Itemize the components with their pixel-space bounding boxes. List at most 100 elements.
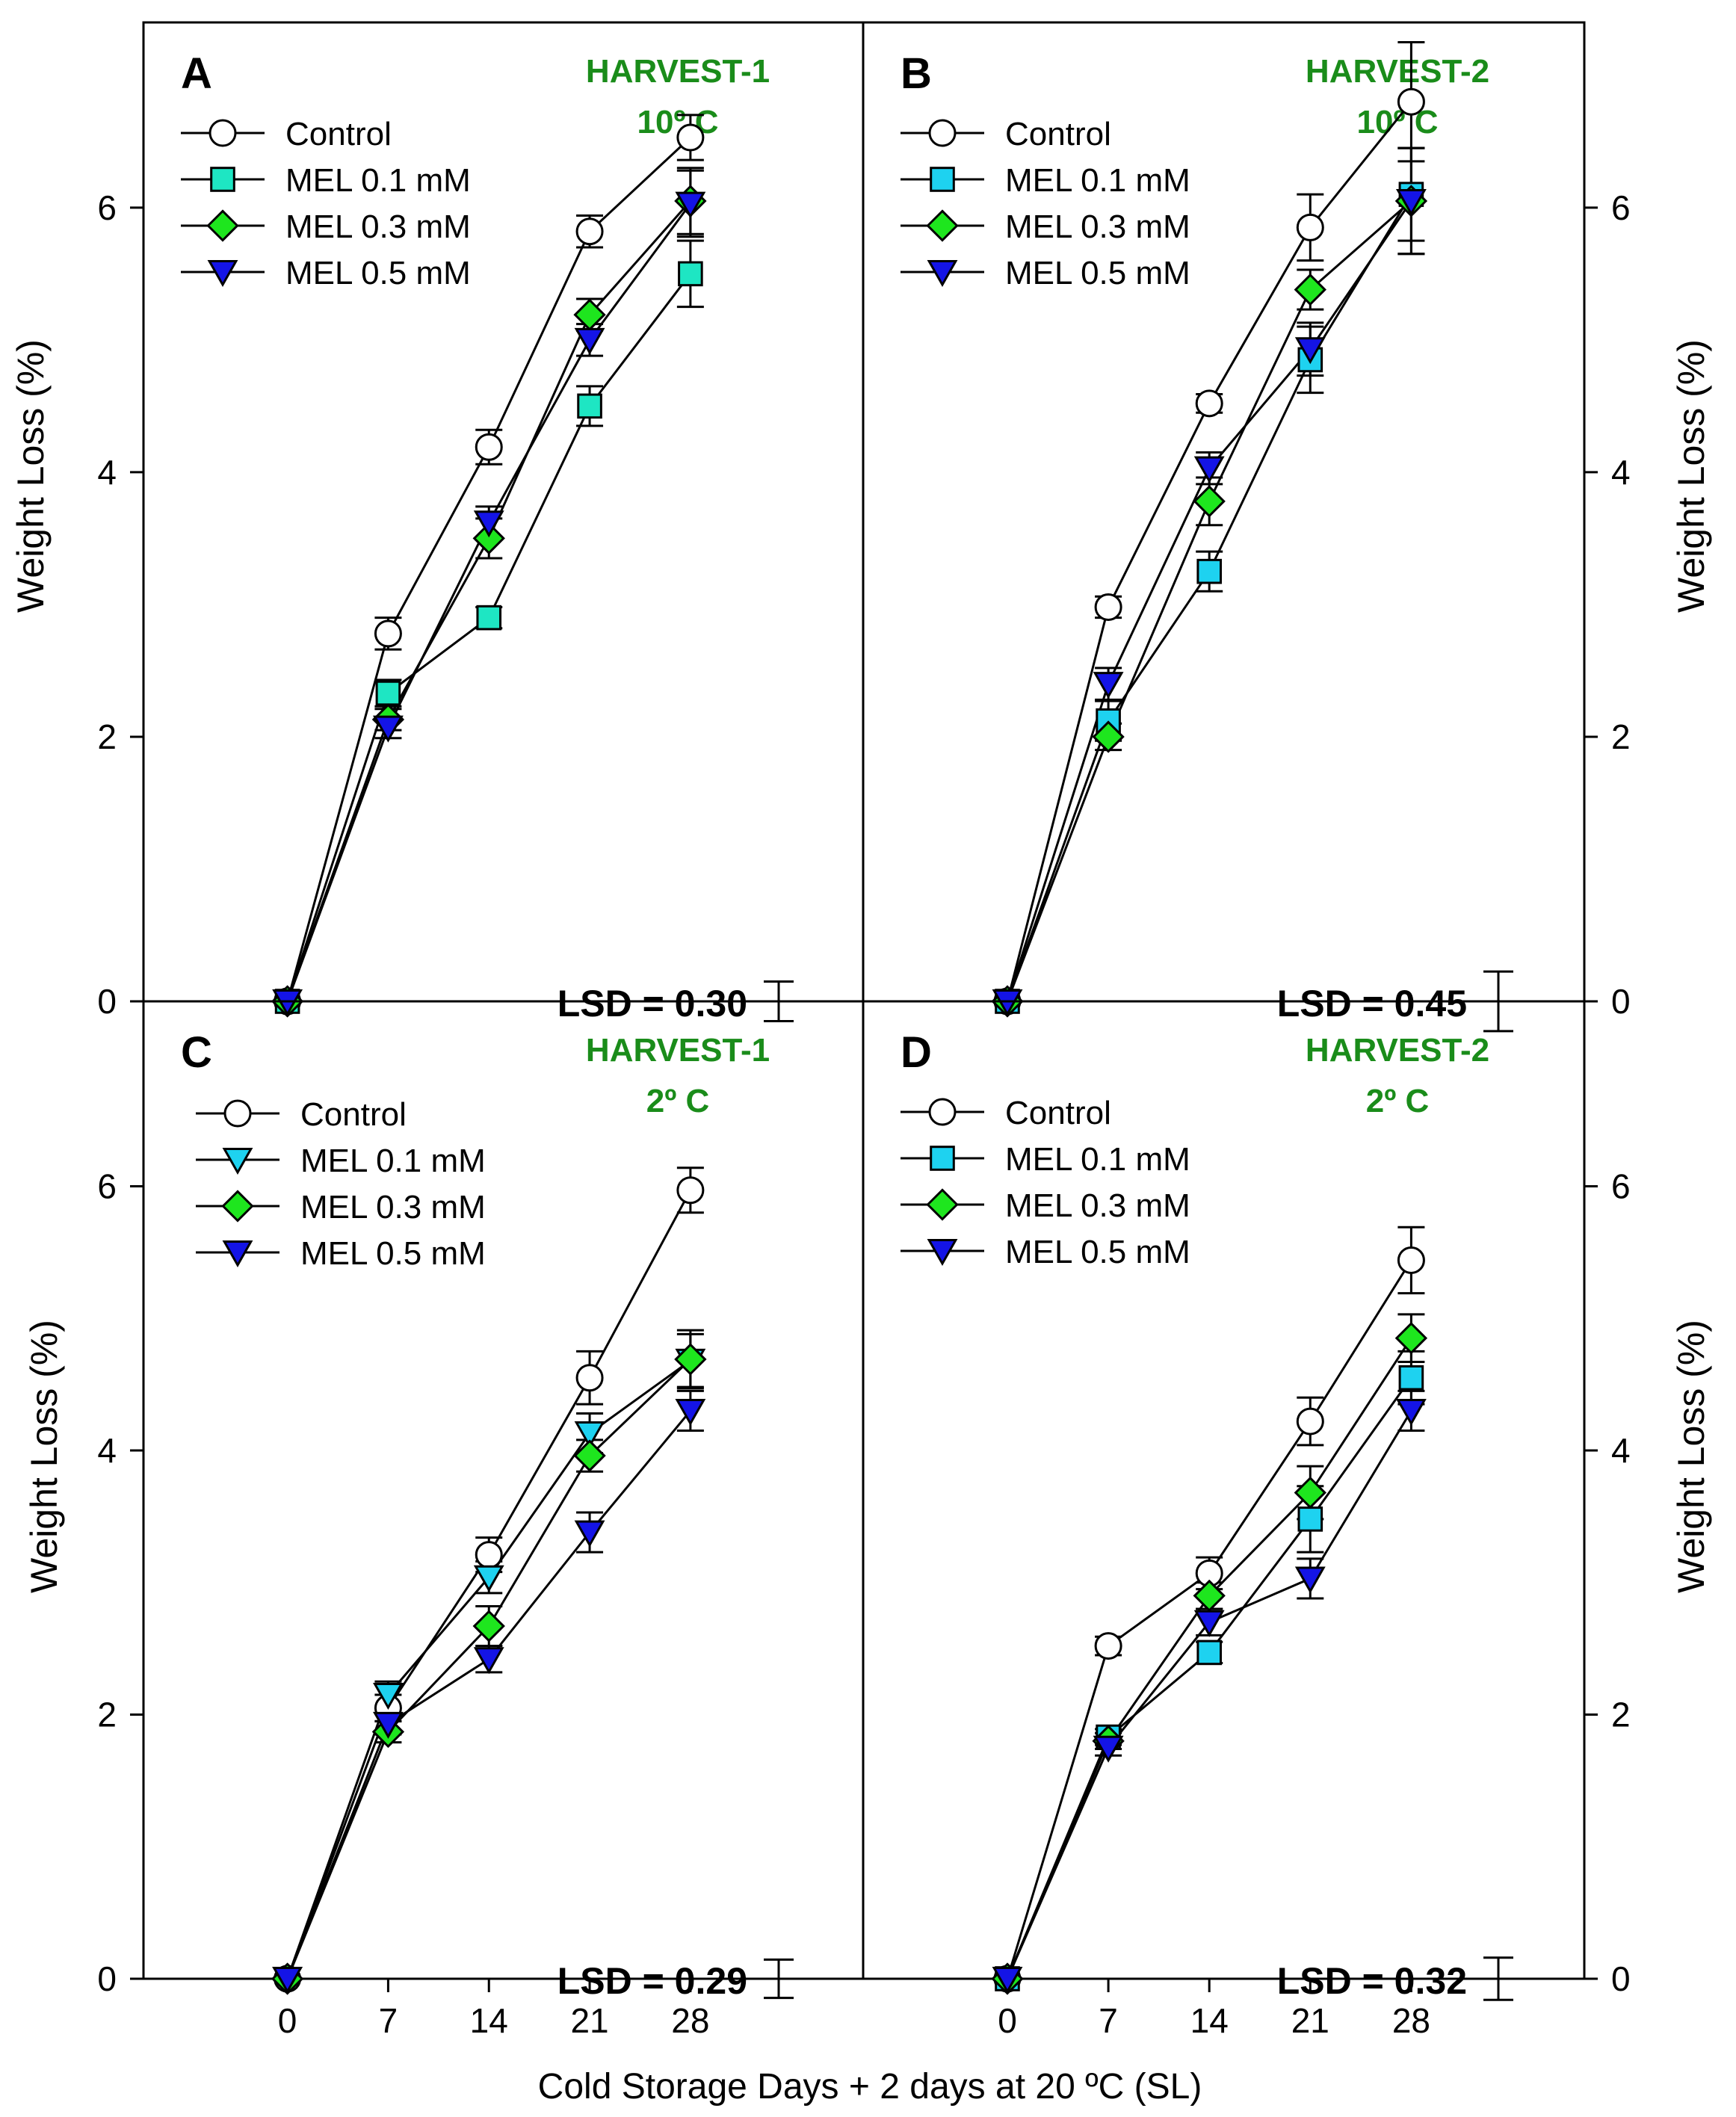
y-tick-label: 6 — [97, 1166, 117, 1205]
legend-marker — [222, 1240, 253, 1268]
legend-label: MEL 0.1 mM — [285, 162, 471, 199]
data-point — [1297, 1506, 1323, 1532]
legend-label: MEL 0.5 mM — [1005, 255, 1190, 291]
data-point — [676, 1176, 705, 1205]
data-point — [1193, 1610, 1225, 1637]
data-point — [1294, 337, 1326, 365]
panel-c-letter: C — [181, 1028, 212, 1077]
data-point — [372, 1711, 404, 1739]
legend-label: MEL 0.5 mM — [1005, 1234, 1190, 1270]
data-point — [1093, 1735, 1124, 1763]
data-point — [1294, 273, 1326, 306]
data-point — [475, 1541, 503, 1569]
y-tick-label: 4 — [97, 1431, 117, 1470]
legend-label: Control — [300, 1096, 407, 1133]
panel-c: 0 2 4 6 0 7 14 21 28 C HARVEST-1 2º C Control MEL 0.1… — [97, 1000, 865, 2040]
data-point — [372, 715, 404, 743]
panel-b-letter: B — [901, 49, 932, 98]
data-point — [473, 1647, 504, 1675]
data-point — [1092, 720, 1125, 753]
data-point — [375, 680, 401, 706]
x-tick-label: 0 — [278, 2001, 297, 2040]
legend-marker — [930, 1146, 955, 1171]
x-tick-label: 28 — [1392, 2001, 1430, 2040]
y-axis-label-right-top: Weight Loss (%) — [1670, 339, 1712, 613]
legend-marker — [926, 1188, 959, 1221]
data-point — [1193, 456, 1225, 483]
data-point — [473, 510, 504, 538]
legend-label: Control — [1005, 1095, 1111, 1131]
y-axis-label-right-bottom: Weight Loss (%) — [1670, 1320, 1712, 1593]
legend-label: MEL 0.1 mM — [1005, 162, 1190, 199]
panel-b-lsd-label: LSD = 0.45 — [1277, 983, 1467, 1024]
data-point — [676, 123, 705, 152]
x-tick-label: 21 — [570, 2001, 608, 2040]
data-point — [374, 619, 402, 648]
data-point — [1093, 672, 1124, 699]
x-tick-label: 0 — [998, 2001, 1017, 2040]
panel-c-title: HARVEST-1 — [586, 1032, 770, 1069]
data-point — [1296, 213, 1324, 241]
legend-label: MEL 0.3 mM — [1005, 208, 1190, 245]
legend-marker — [210, 167, 235, 192]
data-point — [573, 1439, 606, 1472]
data-point — [1094, 593, 1122, 621]
data-point — [992, 1967, 1023, 1994]
data-point — [674, 1343, 707, 1376]
x-axis-label: Cold Storage Days + 2 days at 20 ºC (SL) — [538, 2067, 1202, 2107]
y-tick-label: 0 — [1611, 982, 1631, 1021]
data-point — [1094, 1632, 1122, 1660]
panel-d-subtitle: 2º C — [1366, 1083, 1430, 1119]
x-tick-label: 28 — [671, 2001, 709, 2040]
data-point — [1395, 189, 1427, 217]
legend-label: Control — [1005, 116, 1111, 152]
data-point — [575, 1364, 604, 1392]
legend-marker — [221, 1190, 254, 1223]
data-point — [472, 522, 505, 555]
legend-marker — [927, 260, 958, 288]
data-point — [678, 261, 703, 287]
legend-label: MEL 0.3 mM — [285, 208, 471, 245]
legend-label: MEL 0.1 mM — [1005, 1141, 1190, 1178]
y-tick-label: 2 — [97, 717, 117, 756]
panel-d-frame — [862, 1000, 1586, 1980]
legend-marker — [207, 260, 238, 288]
x-tick-label: 21 — [1291, 2001, 1329, 2040]
y-tick-label: 0 — [97, 982, 117, 1021]
data-point — [675, 1398, 706, 1426]
data-point — [575, 217, 604, 246]
data-point — [272, 1967, 303, 1994]
y-axis-label-left-top: Weight Loss (%) — [10, 339, 52, 613]
legend-marker — [208, 119, 237, 147]
legend-label: MEL 0.1 mM — [300, 1143, 486, 1179]
y-tick-label: 4 — [1611, 453, 1631, 492]
legend-marker — [927, 1239, 958, 1267]
panel-b-subtitle: 10º C — [1356, 104, 1438, 140]
data-point — [1397, 87, 1425, 116]
y-tick-label: 4 — [1611, 1431, 1631, 1470]
legend-marker — [223, 1099, 252, 1128]
y-axis-label-left-bottom: Weight Loss (%) — [23, 1320, 65, 1593]
panel-a-title: HARVEST-1 — [586, 53, 770, 90]
legend-marker — [928, 1098, 957, 1126]
x-tick-label: 7 — [379, 2001, 398, 2040]
data-point — [1296, 1407, 1324, 1435]
legend-label: Control — [285, 116, 392, 152]
legend-label: MEL 0.5 mM — [285, 255, 471, 291]
data-point — [1397, 1246, 1425, 1274]
data-point — [476, 605, 502, 631]
panel-a-letter: A — [181, 49, 212, 98]
panel-b-title: HARVEST-2 — [1306, 53, 1489, 90]
panel-c-lsd-label: LSD = 0.29 — [557, 1960, 747, 2002]
data-point — [472, 1610, 505, 1642]
data-point — [1394, 1322, 1428, 1355]
data-point — [1196, 1639, 1223, 1666]
panel-d-letter: D — [901, 1028, 932, 1077]
data-point — [1395, 1398, 1427, 1426]
y-tick-label: 4 — [97, 453, 117, 492]
data-point — [1398, 1365, 1424, 1391]
data-point — [574, 327, 605, 355]
